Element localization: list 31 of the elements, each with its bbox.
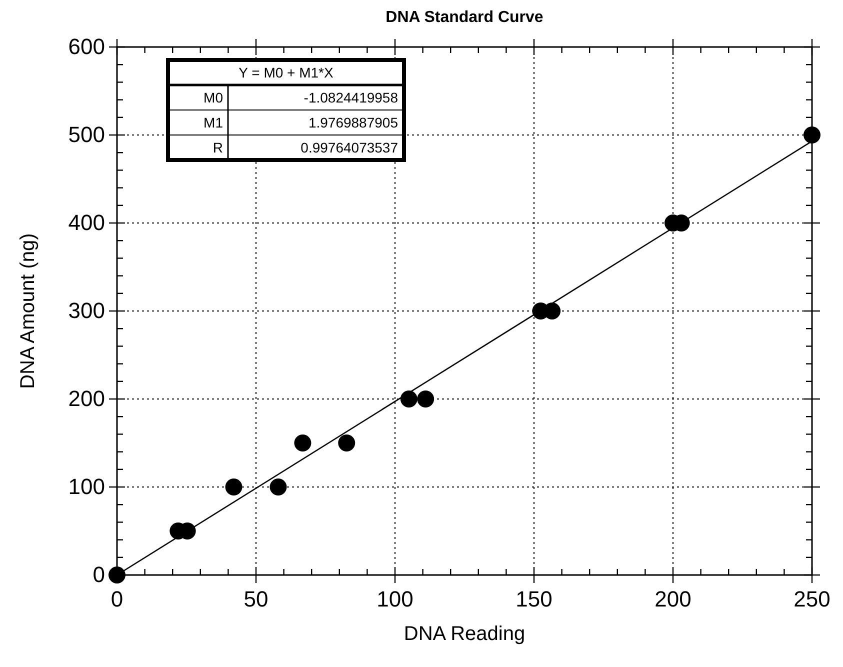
annotation: M0 <box>204 89 224 106</box>
y-tick-label: 400 <box>68 210 105 236</box>
annotation: -1.0824419958 <box>304 89 398 106</box>
point <box>294 434 312 452</box>
y-tick-label: 100 <box>68 474 105 500</box>
point <box>338 434 356 452</box>
y-tick-label: 0 <box>92 562 105 588</box>
y-tick-label: 200 <box>68 386 105 412</box>
x-axis-title: DNA Reading <box>404 623 526 645</box>
annotation: M1 <box>204 114 224 130</box>
y-tick-label: 300 <box>68 298 105 324</box>
point <box>225 478 242 496</box>
y-axis-title: DNA Amount (ng) <box>17 233 39 389</box>
annotation: Y = M0 + M1*X <box>238 64 334 80</box>
annotation: 0.99764073537 <box>300 139 398 156</box>
x-tick-label: 0 <box>110 586 124 612</box>
point <box>270 478 287 496</box>
point <box>417 390 434 408</box>
y-tick-label: 500 <box>68 122 105 148</box>
x-tick-label: 50 <box>244 586 268 612</box>
x-tick-label: 100 <box>376 586 414 612</box>
x-tick-label: 200 <box>654 586 692 612</box>
annotation: 1.9769887905 <box>308 114 398 130</box>
x-tick-label: 150 <box>516 586 552 612</box>
point <box>804 126 820 144</box>
y-tick-label: 600 <box>68 34 105 60</box>
point <box>400 390 418 408</box>
point <box>108 566 126 584</box>
x-tick-label: 250 <box>794 586 830 612</box>
chart-title: DNA Standard Curve <box>386 9 544 26</box>
annotation: R <box>212 139 223 156</box>
